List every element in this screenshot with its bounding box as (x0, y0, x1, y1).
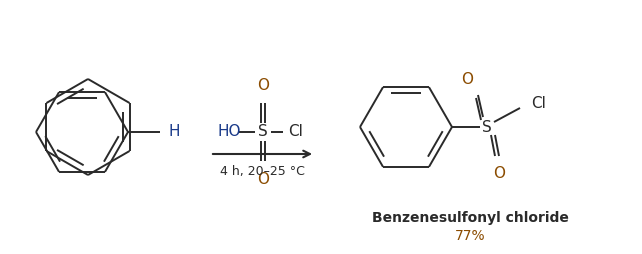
Text: 4 h, 20–25 °C: 4 h, 20–25 °C (220, 166, 305, 179)
Text: O: O (493, 167, 505, 182)
Text: S: S (482, 119, 492, 135)
Text: HO: HO (217, 124, 241, 139)
Text: O: O (257, 171, 269, 186)
Text: O: O (461, 72, 473, 87)
Text: Cl: Cl (531, 96, 546, 110)
Text: Cl: Cl (288, 124, 304, 139)
Text: O: O (257, 77, 269, 92)
Text: H: H (169, 123, 180, 138)
Text: S: S (258, 124, 268, 139)
Text: Benzenesulfonyl chloride: Benzenesulfonyl chloride (372, 211, 568, 225)
Text: 77%: 77% (455, 229, 485, 243)
